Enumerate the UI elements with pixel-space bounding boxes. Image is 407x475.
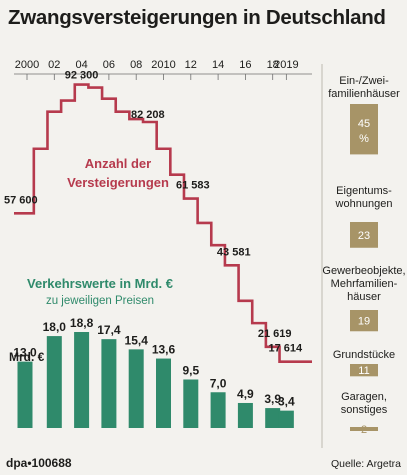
line-series-label: Versteigerungen bbox=[67, 175, 169, 190]
x-tick-label: 02 bbox=[48, 59, 60, 71]
share-value-label: 23 bbox=[358, 230, 370, 242]
share-category-label: Ein-/Zwei- bbox=[339, 75, 389, 87]
line-data-label: 92 300 bbox=[65, 70, 99, 82]
bar bbox=[183, 379, 199, 428]
line-data-label: 82 208 bbox=[131, 109, 165, 121]
share-category-label: familienhäuser bbox=[328, 88, 400, 100]
bar bbox=[265, 408, 281, 428]
share-category-label: wohnungen bbox=[335, 198, 393, 210]
share-category-label: sonstiges bbox=[341, 404, 388, 416]
footer-source: Quelle: Argetra bbox=[330, 458, 401, 470]
bar-data-label: 18,8 bbox=[70, 316, 94, 330]
share-value-label: 2 bbox=[361, 424, 367, 436]
share-bar bbox=[350, 364, 378, 377]
x-tick-label: 18 bbox=[267, 59, 279, 71]
line-data-label: 17 614 bbox=[269, 343, 304, 355]
bar-data-label: 15,4 bbox=[125, 333, 149, 347]
x-tick-label: 06 bbox=[103, 59, 115, 71]
bar bbox=[17, 361, 33, 428]
bar-data-label: 3,9 bbox=[264, 392, 281, 406]
bar bbox=[46, 336, 62, 428]
x-tick-label: 2019 bbox=[274, 59, 298, 71]
line-data-label: 57 600 bbox=[4, 194, 38, 206]
bar bbox=[101, 339, 117, 428]
share-value-label: 11 bbox=[358, 365, 369, 377]
bar-data-label: 3,4 bbox=[278, 395, 295, 409]
bar-data-label: 13,6 bbox=[152, 343, 176, 357]
bar bbox=[210, 392, 226, 428]
x-tick-label: 08 bbox=[130, 59, 142, 71]
line-data-label: 21 619 bbox=[258, 328, 292, 340]
bar-data-label: 7,0 bbox=[210, 376, 227, 390]
bar bbox=[128, 349, 144, 428]
bar-chart-title: zu jeweiligen Preisen bbox=[46, 295, 154, 307]
bar-data-label: 9,5 bbox=[182, 363, 199, 377]
bar-data-label: 17,4 bbox=[97, 323, 121, 337]
share-category-label: Mehrfamilien- bbox=[331, 278, 398, 290]
share-value-label: 45 bbox=[358, 118, 370, 130]
share-category-label: Garagen, bbox=[341, 391, 387, 403]
share-bar bbox=[350, 222, 378, 248]
share-bar bbox=[350, 104, 378, 155]
line-data-label: 43 581 bbox=[217, 246, 251, 258]
share-category-label: häuser bbox=[347, 291, 381, 303]
x-tick-label: 14 bbox=[212, 59, 224, 71]
bar bbox=[156, 358, 171, 428]
series-line bbox=[14, 83, 312, 363]
x-tick-label: 2010 bbox=[151, 59, 175, 71]
share-category-label: Eigentums- bbox=[336, 185, 392, 197]
x-tick-label: 12 bbox=[185, 59, 197, 71]
share-unit-label: % bbox=[359, 133, 369, 145]
line-series-label: Anzahl der bbox=[85, 156, 151, 171]
bar bbox=[278, 410, 294, 428]
bar bbox=[74, 332, 90, 428]
x-tick-label: 2000 bbox=[15, 59, 39, 71]
bar-data-label: 13,0 bbox=[13, 346, 37, 360]
footer-credit: dpa•100688 bbox=[6, 456, 72, 470]
share-category-label: Gewerbeobjekte, bbox=[322, 265, 405, 277]
bar-unit-label: Mrd. € bbox=[9, 350, 45, 364]
chart-title: Zwangsversteigerungen in Deutschland bbox=[8, 6, 386, 29]
share-category-label: Grundstücke bbox=[333, 349, 395, 361]
x-tick-label: 16 bbox=[239, 59, 251, 71]
line-data-label: 61 583 bbox=[176, 180, 210, 192]
share-bar bbox=[350, 427, 378, 431]
x-tick-label: 04 bbox=[75, 59, 87, 71]
bar bbox=[237, 402, 253, 428]
share-value-label: 19 bbox=[358, 316, 370, 328]
bar-data-label: 4,9 bbox=[237, 387, 254, 401]
bar-data-label: 18,0 bbox=[43, 320, 67, 334]
share-bar bbox=[350, 310, 378, 332]
bar-chart-title: Verkehrswerte in Mrd. € bbox=[27, 276, 173, 291]
